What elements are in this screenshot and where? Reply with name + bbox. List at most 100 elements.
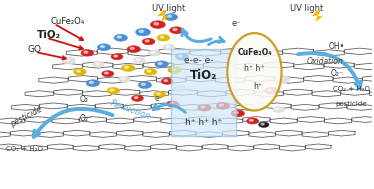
FancyBboxPatch shape (171, 49, 236, 136)
Circle shape (110, 89, 114, 91)
Text: h⁺ h⁺ h⁺: h⁺ h⁺ h⁺ (185, 118, 222, 127)
Circle shape (201, 106, 205, 108)
Text: h⁺ h⁺: h⁺ h⁺ (243, 64, 264, 73)
Circle shape (168, 67, 181, 73)
Circle shape (231, 110, 245, 117)
Circle shape (134, 97, 138, 98)
Text: CO₂ + H₂O: CO₂ + H₂O (6, 146, 42, 152)
Text: GO: GO (28, 45, 42, 54)
Circle shape (163, 44, 175, 50)
Circle shape (171, 68, 175, 70)
Circle shape (252, 102, 267, 110)
Circle shape (164, 14, 178, 20)
Text: OH•: OH• (329, 42, 345, 51)
Text: Reduction: Reduction (110, 98, 152, 121)
Text: e-e- e-: e-e- e- (184, 56, 214, 65)
Circle shape (220, 104, 223, 106)
Circle shape (107, 88, 120, 94)
Text: O₂: O₂ (80, 95, 89, 104)
Circle shape (279, 77, 283, 80)
Text: CO₂ + H₂O: CO₂ + H₂O (332, 86, 370, 92)
Text: CuFe₂O₄: CuFe₂O₄ (237, 48, 272, 57)
Text: e⁻: e⁻ (231, 19, 241, 28)
Circle shape (122, 78, 125, 80)
Circle shape (206, 116, 218, 122)
Circle shape (114, 34, 128, 41)
Circle shape (157, 93, 160, 95)
Polygon shape (312, 10, 323, 22)
Circle shape (173, 29, 177, 30)
Circle shape (144, 69, 157, 75)
Circle shape (216, 102, 230, 109)
Text: pesticide: pesticide (9, 104, 44, 129)
Circle shape (134, 57, 145, 64)
Circle shape (168, 15, 171, 17)
Text: pesticide: pesticide (335, 101, 367, 107)
Circle shape (147, 70, 151, 72)
Circle shape (164, 80, 168, 81)
Circle shape (136, 59, 140, 61)
Text: Oxidation: Oxidation (307, 57, 343, 66)
Circle shape (264, 87, 278, 94)
Circle shape (89, 81, 94, 83)
Circle shape (138, 82, 151, 88)
Circle shape (142, 38, 155, 45)
Circle shape (161, 78, 173, 84)
Circle shape (209, 118, 212, 119)
Circle shape (258, 122, 269, 127)
Circle shape (249, 119, 253, 121)
Circle shape (84, 51, 88, 53)
Circle shape (111, 54, 123, 60)
Circle shape (105, 72, 108, 74)
Text: UV light: UV light (153, 4, 186, 13)
Polygon shape (157, 10, 169, 22)
Circle shape (141, 83, 145, 85)
Circle shape (136, 28, 150, 36)
Circle shape (81, 50, 94, 56)
Circle shape (158, 63, 162, 64)
Circle shape (150, 21, 165, 28)
Circle shape (160, 36, 164, 38)
Circle shape (65, 59, 69, 61)
Circle shape (77, 70, 80, 72)
Text: TiO₂: TiO₂ (37, 30, 61, 40)
Circle shape (170, 27, 183, 34)
Circle shape (157, 35, 170, 41)
Circle shape (95, 63, 99, 64)
Circle shape (62, 57, 76, 64)
Circle shape (92, 61, 104, 67)
Text: e⁻: e⁻ (154, 94, 163, 103)
Text: h⁺: h⁺ (254, 82, 263, 91)
Circle shape (114, 55, 117, 57)
Ellipse shape (227, 33, 282, 111)
Circle shape (247, 118, 258, 124)
Text: UV light: UV light (290, 4, 323, 13)
Circle shape (154, 91, 166, 98)
Circle shape (125, 66, 129, 68)
Circle shape (130, 47, 134, 49)
Circle shape (170, 102, 173, 104)
Circle shape (139, 30, 144, 33)
Circle shape (119, 76, 131, 82)
Circle shape (276, 108, 279, 110)
Circle shape (148, 50, 160, 56)
Circle shape (234, 112, 238, 114)
Circle shape (167, 101, 179, 107)
Circle shape (155, 61, 168, 68)
Circle shape (101, 46, 105, 47)
Circle shape (97, 44, 111, 51)
Text: TiO₂: TiO₂ (190, 69, 217, 82)
Circle shape (74, 69, 86, 75)
Circle shape (86, 80, 99, 87)
Circle shape (166, 46, 169, 47)
Circle shape (175, 53, 189, 60)
Circle shape (256, 104, 261, 106)
Circle shape (127, 46, 140, 53)
Circle shape (177, 87, 181, 89)
Text: O₂⁻: O₂⁻ (331, 69, 344, 78)
Circle shape (275, 76, 290, 83)
Circle shape (151, 51, 155, 53)
Circle shape (132, 95, 143, 101)
Text: O₂⁻: O₂⁻ (80, 114, 93, 123)
Circle shape (154, 23, 159, 25)
